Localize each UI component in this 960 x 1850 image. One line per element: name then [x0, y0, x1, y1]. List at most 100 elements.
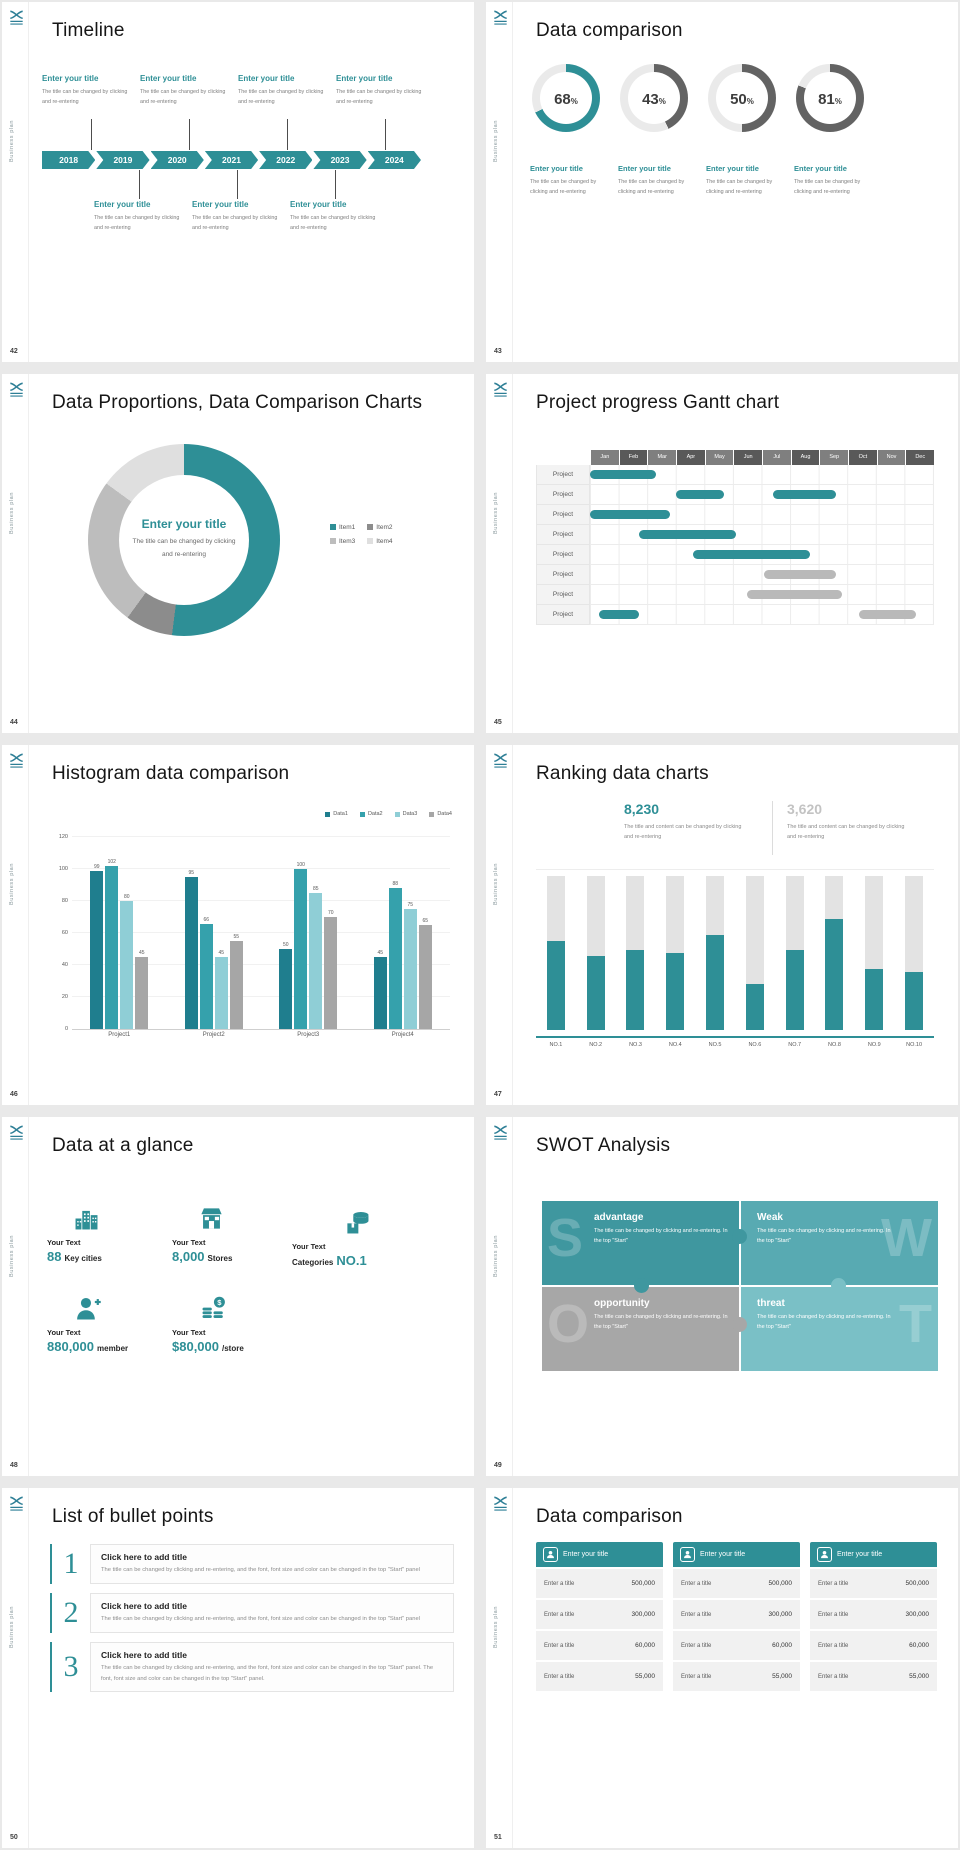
gantt-month-header: Dec	[906, 449, 935, 465]
gantt-row: Project	[536, 464, 934, 485]
timeline-entry-body: The title can be changed by clicking and…	[140, 89, 226, 105]
bullet-accent-rule	[50, 1641, 52, 1693]
card-row-value: 60,000	[909, 1642, 929, 1650]
legend-item: Data4	[429, 811, 452, 817]
chart-legend: Item1 Item2 Item3 Item4	[330, 524, 393, 545]
y-axis-tick: 100	[58, 866, 68, 873]
bar	[373, 957, 387, 1030]
slide-43-donut-stats[interactable]: Business plan 43 Data comparison 68% 43% 5…	[486, 2, 958, 362]
stat-item-label: Your Text	[47, 1237, 81, 1247]
legend-label: Item3	[339, 537, 356, 545]
slide-48-data-glance[interactable]: Business plan 48 Data at a glance Your T…	[2, 1116, 474, 1477]
card-row-value: 300,000	[768, 1611, 793, 1619]
bar-wrapper: 65	[418, 918, 432, 1030]
slide-50-bullet-list[interactable]: Business plan 50 List of bullet points 1…	[2, 1488, 474, 1848]
slide-title: Data comparison	[536, 1506, 683, 1528]
bar-value-label: 70	[327, 910, 334, 917]
slide-number: 42	[10, 347, 18, 355]
bar	[418, 925, 432, 1030]
person-badge-icon	[817, 1547, 832, 1563]
slide-number: 46	[10, 1090, 18, 1098]
bar	[403, 909, 417, 1030]
slide-rail: Business plan 46	[2, 745, 29, 1105]
bar-group: 45 88 75 65	[356, 837, 451, 1030]
gantt-month-header: Jan	[591, 449, 619, 465]
comparison-card: Enter your title Enter a title 500,000 Ente…	[536, 1542, 663, 1693]
gantt-month-header: Mar	[648, 449, 677, 465]
ranking-bar-track	[626, 876, 645, 1031]
slide-rail: Business plan 42	[2, 2, 29, 362]
card-row: Enter a title 55,000	[536, 1662, 663, 1692]
timeline-connector-line	[385, 119, 386, 150]
gantt-header-spacer	[536, 450, 590, 465]
card-row-label: Enter a title	[544, 1673, 575, 1680]
sidebar-vertical-label: Business plan	[9, 863, 15, 906]
slide-46-histogram[interactable]: Business plan 46 Histogram data comparis…	[2, 745, 474, 1105]
stat-item-unit: Categories	[292, 1257, 334, 1267]
donut-ring: Enter your title The title can be changed…	[88, 443, 280, 636]
gantt-bar	[675, 489, 725, 499]
bullet-number: 3	[63, 1650, 79, 1684]
slide-51-compare-cards[interactable]: Business plan 51 Data comparison Enter y…	[486, 1488, 958, 1848]
legend-label: Data2	[367, 811, 383, 818]
bar	[105, 866, 119, 1030]
donut-center-title: Enter your title	[141, 517, 227, 532]
brand-logo-icon	[492, 752, 509, 769]
bullet-item: 2 Click here to add title The title can be…	[50, 1593, 454, 1633]
sidebar-vertical-label: Business plan	[493, 1606, 499, 1649]
gantt-table: Jan Feb Mar Apr May Jun Jul Aug Sep Oct Nov Dec Proj…	[536, 449, 935, 625]
ranking-bar-fill	[666, 953, 685, 1031]
bar-wrapper: 80	[120, 894, 134, 1030]
card-rows: Enter a title 500,000 Enter a title 300,000…	[810, 1569, 937, 1692]
y-axis-tick: 20	[61, 994, 68, 1001]
sidebar-vertical-label: Business plan	[9, 1234, 15, 1277]
legend-item: Item2	[367, 524, 393, 531]
stat-item: $ Your Text $80,000/store	[172, 1295, 290, 1354]
comparison-cards: Enter your title Enter a title 500,000 Ente…	[536, 1542, 937, 1693]
timeline-entry-title: Enter your title	[290, 200, 347, 209]
ranking-column	[854, 876, 894, 1036]
bar-group: 99 102 80 45	[72, 837, 167, 1030]
bullet-item-box: Click here to add title The title can be …	[90, 1544, 454, 1585]
stat-secondary: 3,620 The title and content can be change…	[787, 801, 935, 855]
timeline-entry-body: The title can be changed by clicking and…	[336, 89, 422, 105]
bar-groups: 99 102 80 45 95 66 45 55 50 100 85 70 45 88 75 65	[72, 837, 451, 1030]
bar-value-label: 95	[188, 870, 195, 877]
legend-swatch	[330, 538, 336, 545]
swot-quadrant-body: The title can be changed by clicking and…	[757, 1227, 891, 1244]
card-title: Enter your title	[563, 1551, 609, 1559]
card-title: Enter your title	[700, 1551, 746, 1559]
stat-secondary-value: 3,620	[787, 801, 823, 818]
timeline-entry: Enter your title The title can be changed…	[42, 74, 140, 107]
gantt-row: Project	[536, 584, 934, 605]
card-row-label: Enter a title	[681, 1673, 712, 1680]
ranking-column	[616, 876, 656, 1036]
stat-item: Your Text 8,000 Stores	[172, 1205, 290, 1264]
stat-item-value-line: 880,000 member	[47, 1339, 165, 1354]
slide-44-donut-chart[interactable]: Business plan 44 Data Proportions, Data …	[2, 373, 474, 734]
slide-47-ranking[interactable]: Business plan 47 Ranking data charts 8,2…	[486, 745, 958, 1105]
card-row-label: Enter a title	[818, 1580, 849, 1587]
stat-item-value-line: $80,000/store	[172, 1339, 290, 1354]
legend-item: Item4	[367, 538, 393, 545]
gantt-header-row: Jan Feb Mar Apr May Jun Jul Aug Sep Oct Nov Dec	[536, 449, 935, 465]
gantt-month-header: Oct	[849, 449, 877, 465]
card-row: Enter a title 300,000	[673, 1600, 800, 1630]
stat-item-unit: Key cities	[64, 1253, 102, 1263]
slide-42-timeline[interactable]: Business plan 42 Timeline Enter your tit…	[2, 2, 474, 362]
gantt-row: Project	[536, 604, 934, 625]
slide-rail: Business plan 45	[486, 373, 513, 734]
bar	[388, 888, 402, 1030]
sidebar-vertical-label: Business plan	[493, 491, 499, 534]
stat-item-value: 88	[47, 1248, 62, 1264]
slide-45-gantt[interactable]: Business plan 45 Project progress Gantt …	[486, 373, 958, 734]
slide-title: Data Proportions, Data Comparison Charts	[52, 391, 423, 413]
stat-primary-value: 8,230	[624, 801, 660, 818]
swot-quadrant-body: The title can be changed by clicking and…	[594, 1313, 728, 1330]
percent-donut-caption: Enter your title The title can be changed…	[706, 164, 794, 197]
gantt-bar	[590, 509, 671, 519]
ranking-column	[894, 876, 934, 1036]
timeline-year-segment: 2021	[205, 151, 258, 169]
